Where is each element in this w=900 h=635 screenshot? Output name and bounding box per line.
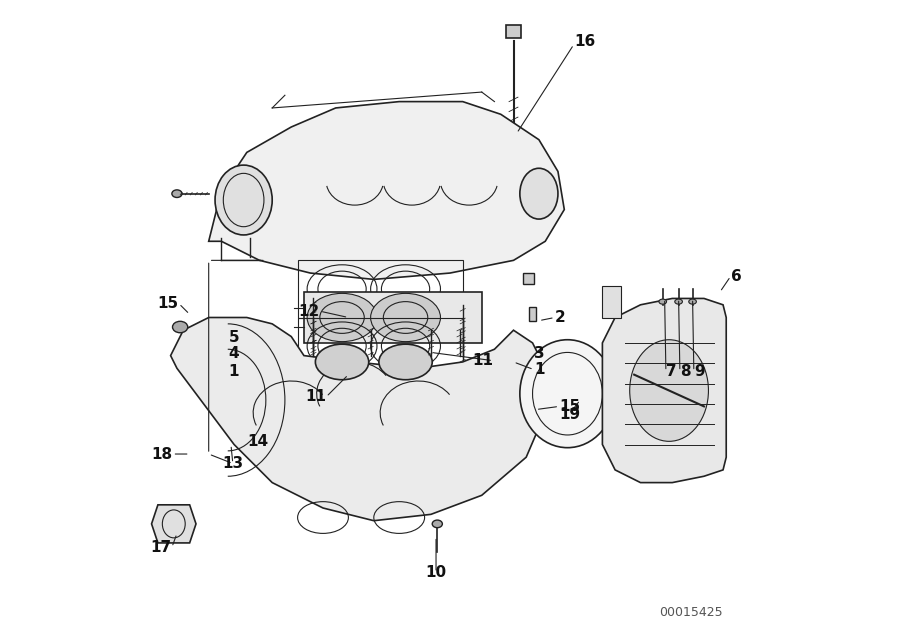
Ellipse shape: [172, 190, 182, 197]
Ellipse shape: [215, 165, 272, 235]
FancyBboxPatch shape: [523, 273, 535, 284]
Text: 2: 2: [554, 310, 565, 325]
Text: 1: 1: [534, 362, 544, 377]
Ellipse shape: [520, 340, 615, 448]
Ellipse shape: [688, 299, 697, 304]
FancyBboxPatch shape: [529, 307, 535, 321]
Text: 7: 7: [666, 364, 677, 379]
Text: 19: 19: [559, 406, 580, 422]
Polygon shape: [304, 292, 482, 343]
Text: 11: 11: [472, 353, 493, 368]
Text: 5: 5: [229, 330, 239, 345]
Polygon shape: [151, 505, 196, 543]
Polygon shape: [209, 102, 564, 279]
Ellipse shape: [379, 344, 432, 380]
Text: 18: 18: [151, 446, 173, 462]
Text: 13: 13: [222, 456, 243, 471]
Ellipse shape: [371, 293, 440, 342]
Text: 1: 1: [229, 364, 239, 379]
Polygon shape: [602, 286, 621, 318]
Ellipse shape: [315, 344, 369, 380]
Text: 16: 16: [574, 34, 595, 49]
Ellipse shape: [173, 321, 188, 333]
Polygon shape: [171, 318, 545, 521]
Polygon shape: [506, 25, 521, 38]
Ellipse shape: [630, 340, 708, 441]
Polygon shape: [602, 298, 726, 483]
Text: 4: 4: [229, 346, 239, 361]
Text: 3: 3: [534, 346, 544, 361]
Text: 15: 15: [559, 399, 580, 414]
Text: 10: 10: [426, 565, 446, 580]
Text: 00015425: 00015425: [660, 606, 723, 619]
Ellipse shape: [675, 299, 682, 304]
Text: 15: 15: [158, 296, 179, 311]
Ellipse shape: [432, 520, 443, 528]
Text: 17: 17: [150, 540, 172, 555]
Text: 14: 14: [248, 434, 269, 449]
Text: 6: 6: [731, 269, 742, 284]
Ellipse shape: [659, 299, 667, 304]
Text: 9: 9: [694, 364, 705, 379]
Ellipse shape: [520, 168, 558, 219]
Text: 11: 11: [305, 389, 326, 404]
Ellipse shape: [307, 293, 377, 342]
Text: 8: 8: [680, 364, 690, 379]
Text: 12: 12: [299, 304, 320, 319]
